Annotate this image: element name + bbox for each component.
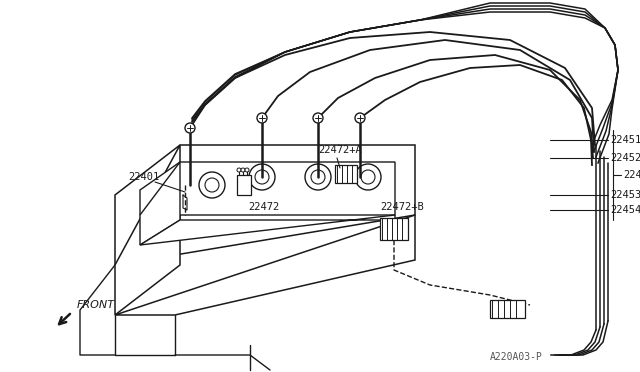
Circle shape (255, 170, 269, 184)
Text: 22472: 22472 (248, 202, 279, 212)
Text: 22453: 22453 (610, 190, 640, 200)
Text: FRONT: FRONT (77, 300, 115, 310)
Circle shape (305, 164, 331, 190)
Bar (237, 175, 251, 195)
Bar (380, 218, 408, 240)
Circle shape (185, 123, 195, 133)
Circle shape (355, 164, 381, 190)
Circle shape (245, 168, 249, 172)
Text: A220A03-P: A220A03-P (490, 352, 543, 362)
Circle shape (237, 168, 241, 172)
Circle shape (311, 170, 325, 184)
Polygon shape (140, 162, 180, 245)
Circle shape (205, 178, 219, 192)
Text: 22451: 22451 (610, 135, 640, 145)
Polygon shape (140, 162, 395, 215)
Circle shape (257, 113, 267, 123)
Circle shape (355, 113, 365, 123)
Bar (335, 165, 357, 183)
Text: 22452: 22452 (610, 153, 640, 163)
Polygon shape (115, 145, 415, 265)
Circle shape (241, 168, 245, 172)
Bar (490, 300, 525, 318)
Circle shape (249, 164, 275, 190)
Text: 22450S: 22450S (623, 170, 640, 180)
Text: 22472+B: 22472+B (380, 202, 424, 212)
Text: 22472+A: 22472+A (318, 145, 362, 155)
Circle shape (361, 170, 375, 184)
Polygon shape (115, 215, 415, 315)
Polygon shape (115, 145, 180, 315)
Polygon shape (140, 215, 395, 245)
Text: 22454: 22454 (610, 205, 640, 215)
Circle shape (313, 113, 323, 123)
Text: 22401: 22401 (128, 172, 159, 182)
Circle shape (199, 172, 225, 198)
